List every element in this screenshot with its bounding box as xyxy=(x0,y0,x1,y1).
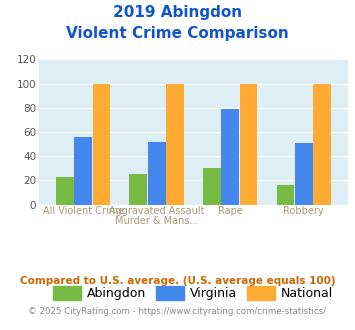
Bar xyxy=(93,83,110,205)
Legend: Abingdon, Virginia, National: Abingdon, Virginia, National xyxy=(54,286,333,300)
Bar xyxy=(203,168,221,205)
Text: Aggravated Assault: Aggravated Assault xyxy=(109,206,204,216)
Bar xyxy=(56,177,73,205)
Text: Violent Crime Comparison: Violent Crime Comparison xyxy=(66,26,289,41)
Bar xyxy=(166,83,184,205)
Text: © 2025 CityRating.com - https://www.cityrating.com/crime-statistics/: © 2025 CityRating.com - https://www.city… xyxy=(28,307,327,316)
Bar xyxy=(148,142,165,205)
Bar xyxy=(240,83,257,205)
Text: Compared to U.S. average. (U.S. average equals 100): Compared to U.S. average. (U.S. average … xyxy=(20,276,335,285)
Text: Robbery: Robbery xyxy=(283,206,324,216)
Text: Murder & Mans...: Murder & Mans... xyxy=(115,216,198,226)
Bar xyxy=(130,174,147,205)
Bar xyxy=(295,143,313,205)
Text: Rape: Rape xyxy=(218,206,243,216)
Bar xyxy=(313,83,331,205)
Text: All Violent Crime: All Violent Crime xyxy=(43,206,124,216)
Bar xyxy=(74,137,92,205)
Bar xyxy=(277,185,294,205)
Bar xyxy=(222,109,239,205)
Text: 2019 Abingdon: 2019 Abingdon xyxy=(113,5,242,20)
